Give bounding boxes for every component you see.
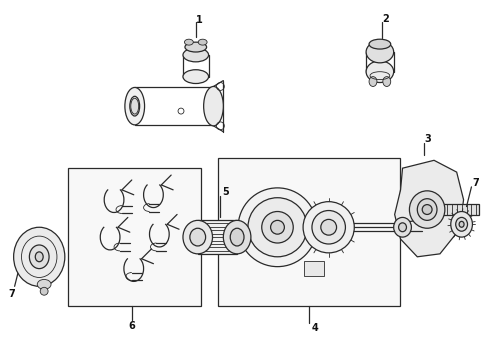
Ellipse shape [183,220,213,254]
Ellipse shape [422,204,432,215]
Ellipse shape [183,70,209,84]
Ellipse shape [238,188,317,267]
Ellipse shape [321,219,337,235]
Ellipse shape [223,220,251,254]
Polygon shape [440,204,479,215]
Text: 7: 7 [472,178,479,188]
Polygon shape [394,160,464,257]
Text: 2: 2 [382,14,389,23]
Ellipse shape [303,202,354,253]
Ellipse shape [183,48,209,62]
Ellipse shape [270,220,284,234]
Ellipse shape [398,223,407,232]
Ellipse shape [14,227,65,286]
Ellipse shape [40,287,48,295]
Ellipse shape [248,198,307,257]
Text: 5: 5 [222,187,229,197]
Ellipse shape [198,39,207,45]
Ellipse shape [37,279,51,289]
Text: 6: 6 [128,321,135,331]
Ellipse shape [417,199,437,220]
Ellipse shape [184,39,194,45]
Ellipse shape [366,61,393,82]
Ellipse shape [383,77,391,86]
Ellipse shape [366,41,393,63]
Ellipse shape [262,212,293,243]
Ellipse shape [125,87,145,125]
Ellipse shape [393,217,412,237]
Text: 4: 4 [312,323,318,333]
Ellipse shape [185,42,207,52]
Text: 7: 7 [8,289,15,299]
Bar [198,220,237,254]
Ellipse shape [35,252,43,262]
Bar [304,261,324,276]
Polygon shape [219,158,399,306]
Text: 1: 1 [196,14,203,24]
Ellipse shape [131,98,139,114]
Ellipse shape [230,228,244,246]
Text: 3: 3 [425,134,432,144]
Ellipse shape [312,211,345,244]
Ellipse shape [410,191,445,228]
Ellipse shape [456,217,467,231]
Ellipse shape [451,212,472,237]
Ellipse shape [29,245,49,269]
Ellipse shape [204,86,223,126]
Ellipse shape [369,39,391,49]
Polygon shape [68,168,201,306]
Ellipse shape [130,96,140,116]
Ellipse shape [190,228,206,246]
Ellipse shape [369,77,377,86]
Ellipse shape [459,221,464,227]
